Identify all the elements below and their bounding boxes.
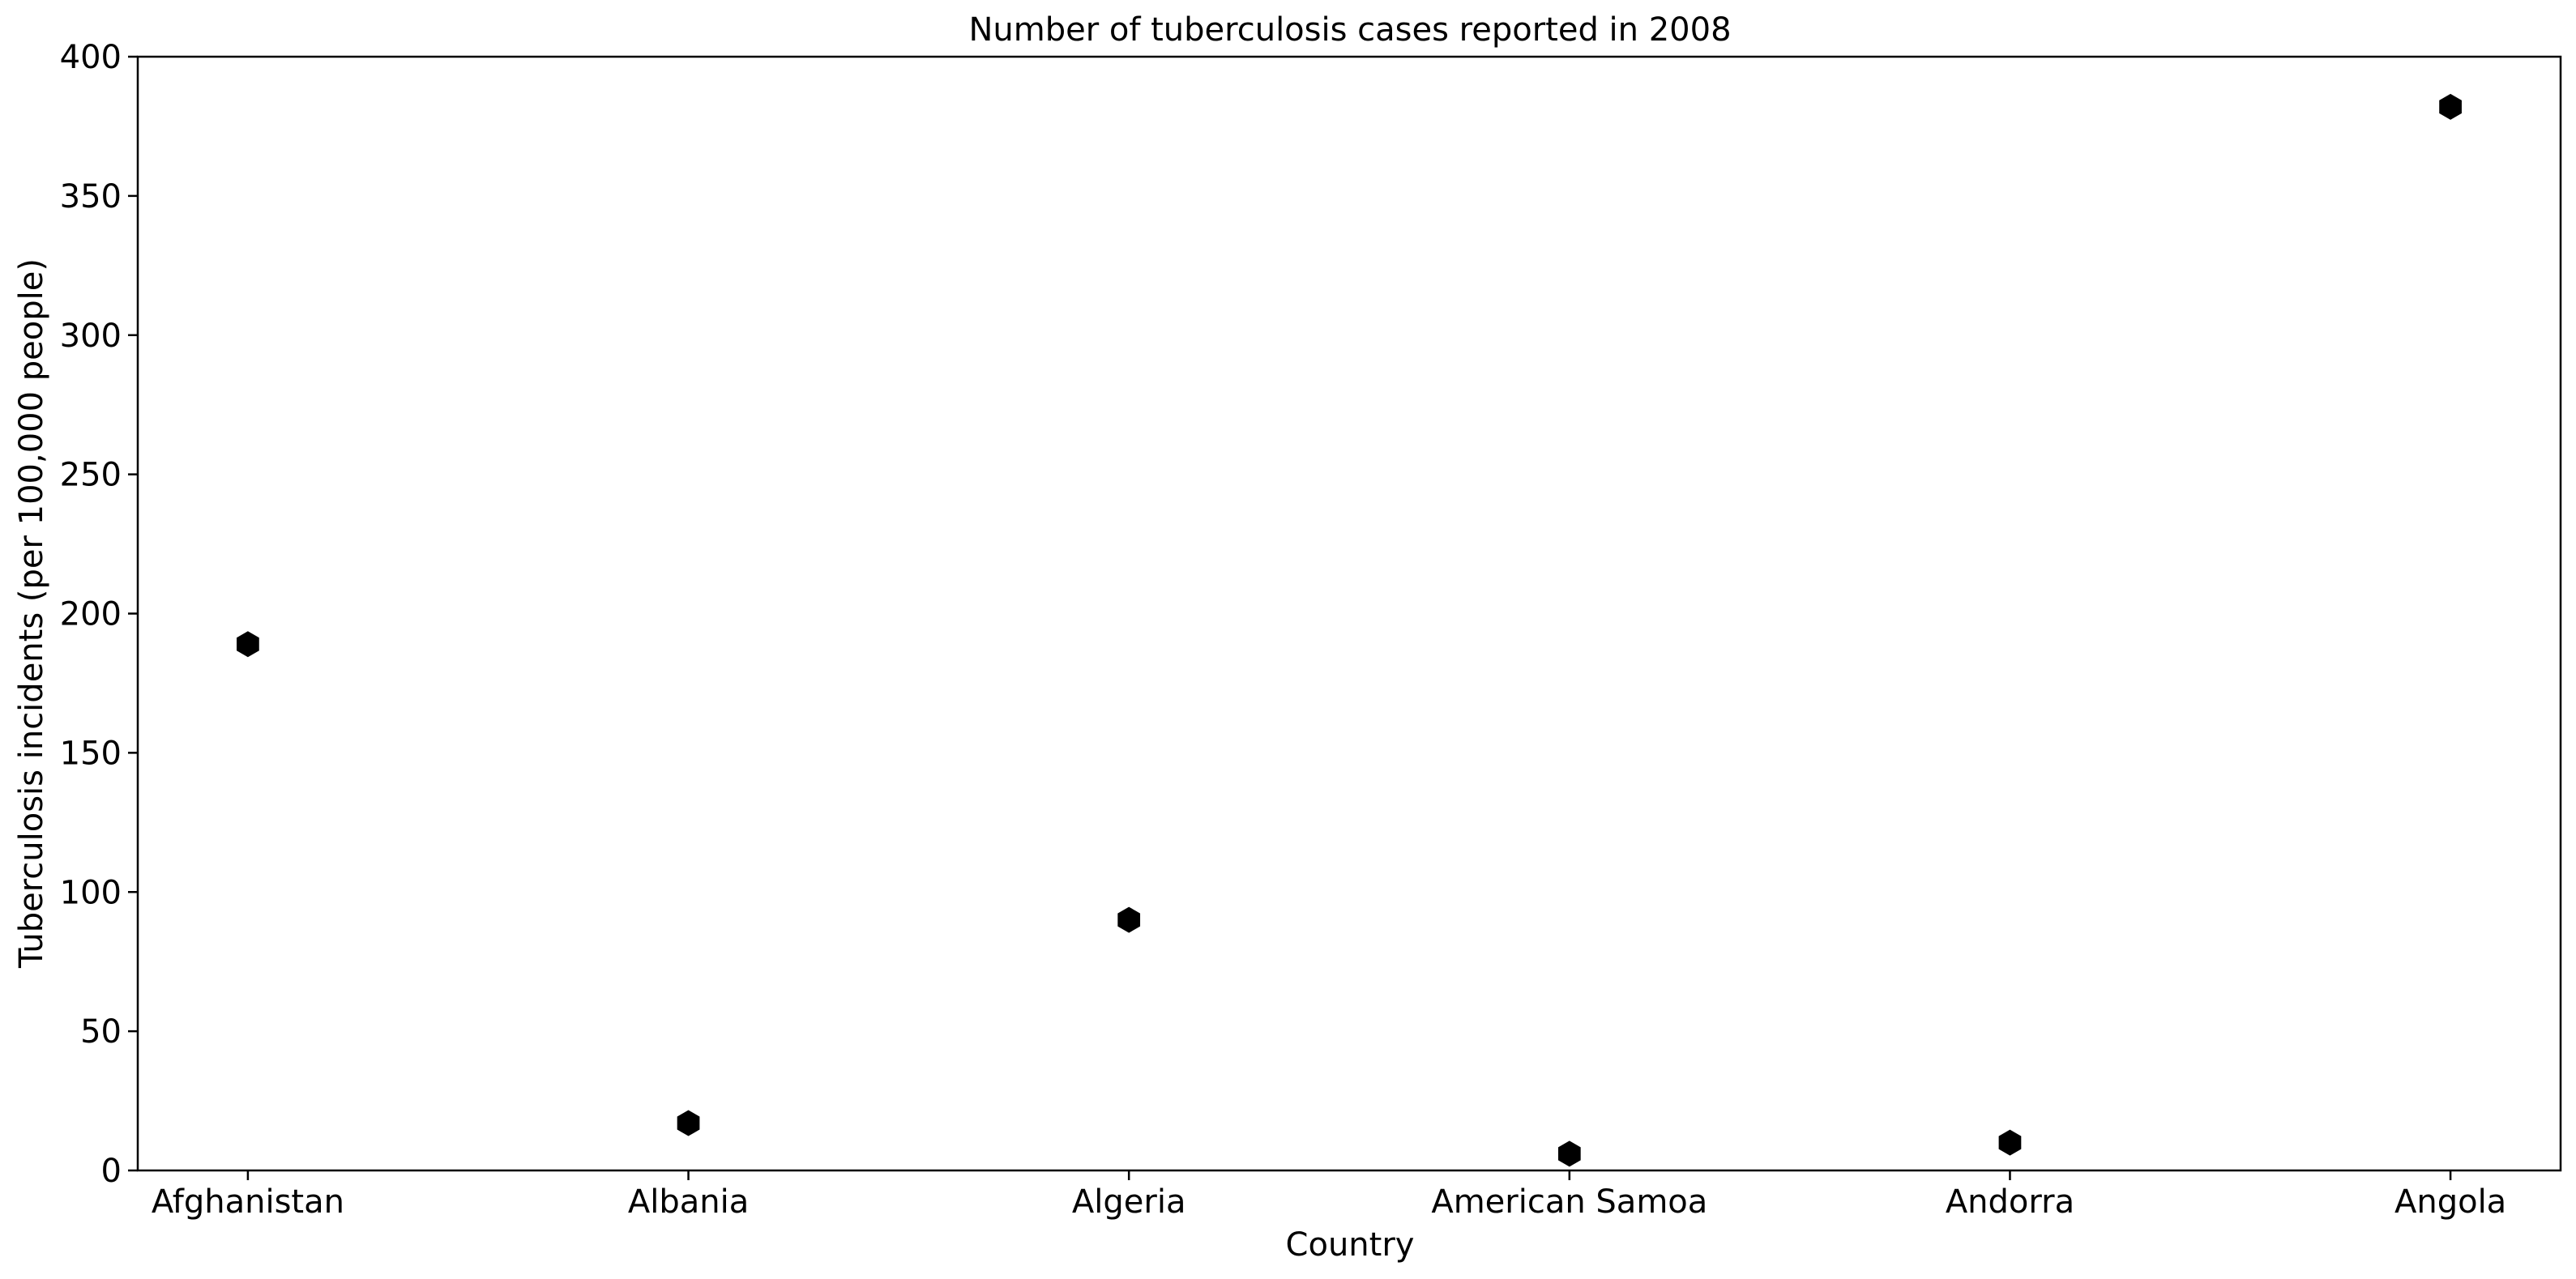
y-tick-label: 150 [60,735,122,772]
y-tick-label: 300 [60,318,122,355]
y-tick-label: 200 [60,596,122,633]
data-points [237,93,2462,1167]
chart-title: Number of tuberculosis cases reported in… [968,11,1731,49]
x-tick-label: American Samoa [1431,1183,1707,1221]
x-tick-label: Albania [628,1183,749,1221]
x-tick-label: Algeria [1072,1183,1186,1221]
x-tick-label: Angola [2394,1183,2506,1221]
y-tick-label: 50 [80,1013,122,1051]
data-point-algeria [1117,906,1141,933]
y-tick-label: 400 [60,39,122,76]
data-point-andorra [1998,1129,2022,1156]
y-tick-label: 250 [60,457,122,494]
x-tick-label: Afghanistan [152,1183,344,1221]
data-point-albania [677,1110,700,1136]
y-axis: 0 50 100 150 200 250 300 350 400 [60,39,138,1190]
y-tick-label: 0 [101,1153,122,1190]
y-axis-label: Tuberculosis incidents (per 100,000 peop… [13,258,50,969]
x-axis-label: Country [1286,1226,1415,1264]
y-tick-label: 350 [60,178,122,215]
x-tick-label: Andorra [1946,1183,2074,1221]
axes-frame [136,55,2562,1172]
x-axis: Afghanistan Albania Algeria American Samoa A… [152,1170,2506,1221]
plot-area: 0 50 100 150 200 250 300 350 400 Afghanistan Alba… [60,39,2562,1221]
data-point-afghanistan [237,631,259,658]
y-tick-label: 100 [60,874,122,911]
data-point-american-samoa [1557,1140,1581,1167]
data-point-angola [2439,93,2462,120]
